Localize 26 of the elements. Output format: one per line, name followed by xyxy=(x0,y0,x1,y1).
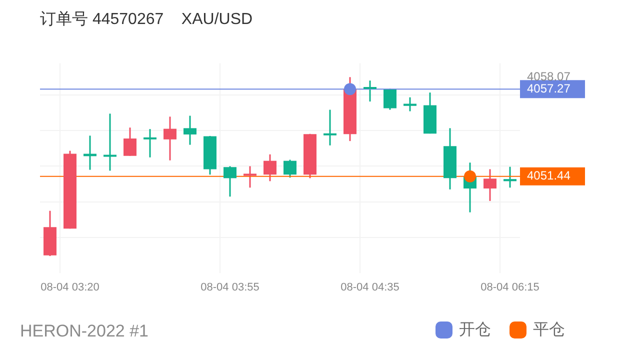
candlestick xyxy=(324,109,336,146)
candlestick xyxy=(364,80,376,102)
candlestick xyxy=(264,154,276,182)
candlestick xyxy=(164,116,176,162)
candlestick xyxy=(384,88,396,111)
candlestick xyxy=(184,115,196,146)
candlestick xyxy=(104,112,116,172)
candlestick xyxy=(484,168,496,202)
chart-title: 订单号 44570267 XAU/USD xyxy=(40,10,253,28)
y-tick-label: 4058.07 xyxy=(527,69,571,84)
candlestick xyxy=(284,159,296,178)
x-tick-label: 08-04 04:35 xyxy=(340,281,400,294)
candlestick xyxy=(124,126,136,157)
x-tick-label: 08-04 06:15 xyxy=(480,281,540,294)
y-tick-label: 4051.44 xyxy=(527,168,571,183)
y-tick-label: 4057.27 xyxy=(527,81,571,96)
x-tick-label: 08-04 03:55 xyxy=(200,281,260,294)
legend-label: 平仓 xyxy=(533,321,565,338)
candlestick xyxy=(224,165,236,198)
legend-label: 开仓 xyxy=(459,321,491,338)
candlestick xyxy=(244,165,256,188)
x-tick-label: 08-04 03:20 xyxy=(40,281,100,294)
candlestick xyxy=(144,128,156,158)
text: HERON-2022 #1 xyxy=(20,322,149,341)
candlestick xyxy=(504,166,516,188)
candlestick xyxy=(404,96,416,112)
